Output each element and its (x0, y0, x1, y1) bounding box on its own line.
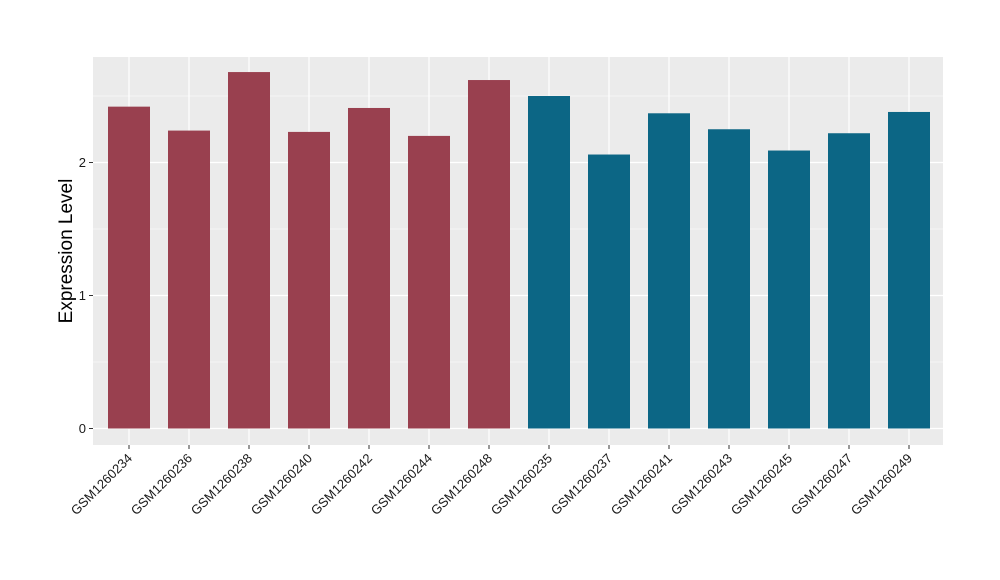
x-tick-label: GSM1260240 (248, 451, 315, 518)
x-axis: GSM1260234GSM1260236GSM1260238GSM1260240… (68, 445, 915, 518)
y-tick-label: 0 (79, 421, 86, 436)
bar-GSM1260237 (588, 154, 630, 429)
x-tick-label: GSM1260249 (848, 451, 915, 518)
x-tick-label: GSM1260247 (788, 451, 855, 518)
bars (108, 72, 930, 429)
plot-panel (93, 57, 943, 445)
bar-GSM1260247 (828, 133, 870, 429)
x-tick-label: GSM1260248 (428, 451, 495, 518)
bar-GSM1260248 (468, 80, 510, 429)
x-tick-label: GSM1260244 (368, 451, 435, 518)
bar-GSM1260238 (228, 72, 270, 429)
bar-GSM1260241 (648, 113, 690, 429)
y-axis-title: Expression Level (56, 179, 77, 324)
x-tick-label: GSM1260236 (128, 451, 195, 518)
x-tick-label: GSM1260238 (188, 451, 255, 518)
bar-GSM1260236 (168, 130, 210, 429)
y-tick-label: 1 (79, 288, 86, 303)
bar-GSM1260243 (708, 129, 750, 429)
x-tick-label: GSM1260243 (668, 451, 735, 518)
x-tick-label: GSM1260237 (548, 451, 615, 518)
bar-GSM1260249 (888, 111, 930, 429)
x-tick-label: GSM1260241 (608, 451, 675, 518)
x-tick-label: GSM1260242 (308, 451, 375, 518)
y-tick-label: 2 (79, 155, 86, 170)
x-tick-label: GSM1260245 (728, 451, 795, 518)
x-tick-label: GSM1260234 (68, 451, 135, 518)
x-tick-label: GSM1260235 (488, 451, 555, 518)
bar-GSM1260242 (348, 107, 390, 429)
bar-GSM1260234 (108, 106, 150, 429)
bar-GSM1260235 (528, 96, 570, 429)
bar-GSM1260240 (288, 131, 330, 429)
bar-GSM1260245 (768, 150, 810, 429)
bar-GSM1260244 (408, 135, 450, 429)
y-axis: 0 1 2 (79, 155, 93, 436)
